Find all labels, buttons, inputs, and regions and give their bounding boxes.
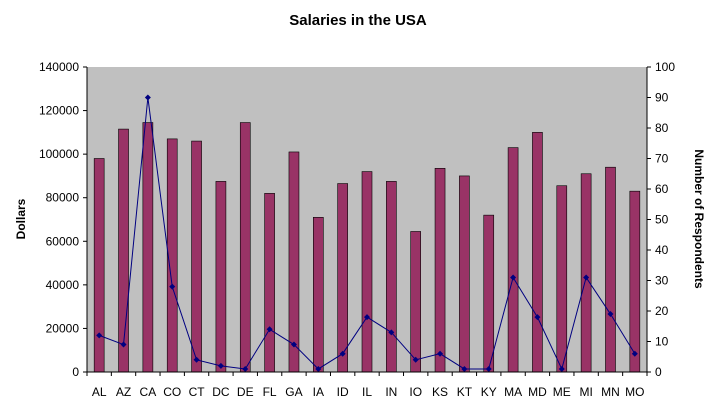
x-tick-label: IA <box>313 385 324 399</box>
respondents-point-me <box>558 365 565 372</box>
respondents-point-dc <box>217 362 224 369</box>
respondents-point-mn <box>607 311 614 318</box>
y-tick-label: 120000 <box>39 104 79 118</box>
bar-kt <box>459 175 470 373</box>
x-tick-label: DC <box>212 385 230 399</box>
y-tick-label: 100000 <box>39 147 79 161</box>
respondents-point-il <box>364 314 370 321</box>
y2-tick-label: 20 <box>655 304 669 318</box>
respondents-point-co <box>169 283 176 290</box>
bar-ca <box>142 122 154 373</box>
bar-ga <box>288 151 300 373</box>
x-tick-label: IL <box>362 385 372 399</box>
line-layer <box>96 94 638 372</box>
x-tick-label: ID <box>337 385 349 399</box>
bar-de <box>239 122 251 373</box>
y2-tick-label: 40 <box>655 243 669 257</box>
x-tick-label: IO <box>409 385 422 399</box>
respondents-point-id <box>339 350 346 357</box>
bar-ct <box>191 140 202 373</box>
respondents-point-ga <box>290 341 297 348</box>
y2-tick-label: 0 <box>655 365 662 379</box>
y2-axis-title: Number of Respondents <box>692 149 706 289</box>
x-tick-label: MA <box>504 385 522 399</box>
bar-al <box>93 158 105 373</box>
respondents-point-ct <box>193 356 200 363</box>
respondents-point-ma <box>510 274 517 281</box>
x-tick-label: CO <box>163 385 181 399</box>
x-tick-label: KY <box>481 385 497 399</box>
bar-md <box>532 132 543 373</box>
y-tick-label: 0 <box>72 365 79 379</box>
bar-az <box>118 128 129 373</box>
y2-tick-label: 70 <box>655 152 669 166</box>
x-tick-label: GA <box>285 385 302 399</box>
respondents-point-kt <box>461 365 468 372</box>
y2-tick-label: 60 <box>655 182 669 196</box>
y-tick-label: 60000 <box>46 234 80 248</box>
x-tick-label: KS <box>432 385 448 399</box>
x-tick-label: MN <box>601 385 620 399</box>
respondents-point-ks <box>437 350 444 357</box>
y2-tick-label: 100 <box>655 60 675 74</box>
x-tick-label: MD <box>528 385 547 399</box>
respondents-point-mi <box>583 274 590 281</box>
bar-mo <box>629 190 641 373</box>
bar-il <box>361 171 373 373</box>
y2-tick-label: 30 <box>655 274 669 288</box>
bar-co <box>166 138 178 373</box>
y2-tick-label: 50 <box>655 213 669 227</box>
y-tick-label: 140000 <box>39 60 79 74</box>
x-tick-label: AL <box>92 385 107 399</box>
respondents-point-in <box>388 329 395 336</box>
bar-ma <box>507 147 519 373</box>
y-tick-label: 20000 <box>46 321 80 335</box>
respondents-point-ca <box>144 94 151 101</box>
respondents-point-md <box>534 314 541 321</box>
bar-ky <box>483 214 495 373</box>
chart-title: Salaries in the USA <box>289 12 427 29</box>
bar-in <box>386 181 397 373</box>
y2-tick-label: 90 <box>655 91 669 105</box>
x-tick-label: CT <box>189 385 206 399</box>
x-tick-label: MO <box>625 385 644 399</box>
bar-ia <box>312 217 324 373</box>
y-tick-label: 80000 <box>46 191 80 205</box>
respondents-point-al <box>96 332 103 339</box>
x-tick-label: CA <box>140 385 157 399</box>
bar-me <box>556 185 568 373</box>
bar-fl <box>264 193 275 373</box>
x-tick-label: DE <box>237 385 254 399</box>
bar-mi <box>580 173 592 373</box>
respondents-point-mo <box>631 350 638 357</box>
x-tick-label: IN <box>385 385 397 399</box>
bar-dc <box>215 181 227 373</box>
respondents-point-ia <box>315 365 322 372</box>
y2-tick-label: 80 <box>655 121 669 135</box>
y-tick-label: 40000 <box>46 278 80 292</box>
x-tick-label: MI <box>579 385 592 399</box>
respondents-point-fl <box>266 326 273 333</box>
x-tick-label: ME <box>553 385 571 399</box>
x-tick-label: KT <box>457 385 473 399</box>
respondents-point-de <box>242 365 249 372</box>
bar-ks <box>434 168 446 373</box>
x-tick-label: FL <box>263 385 277 399</box>
respondents-point-io <box>412 356 419 363</box>
bar-io <box>410 231 422 373</box>
axes-layer: 0 20000 40000 60000 80000 100000 120000 140000 0… <box>39 60 675 399</box>
respondents-point-az <box>120 341 127 348</box>
bar-mn <box>605 166 616 373</box>
bar-id <box>337 183 348 373</box>
x-tick-label: AZ <box>116 385 131 399</box>
y2-tick-label: 10 <box>655 335 669 349</box>
respondents-point-ky <box>485 365 492 372</box>
y-axis-title: Dollars <box>14 198 28 239</box>
